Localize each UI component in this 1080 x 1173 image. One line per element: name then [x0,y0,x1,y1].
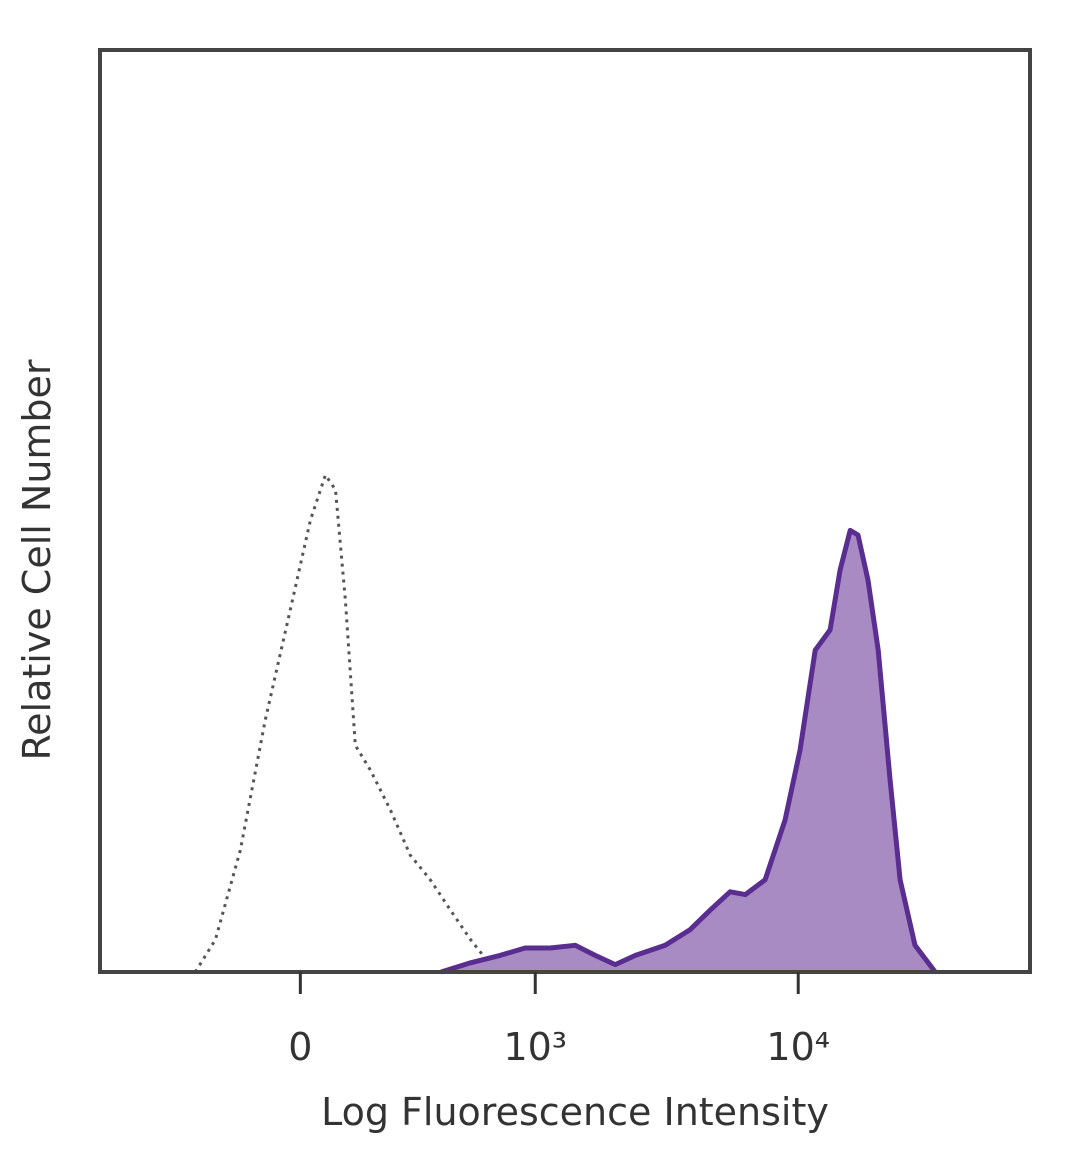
x-tick-label: 0 [288,1025,312,1069]
x-tick-label: 10³ [503,1025,567,1069]
x-tick-label: 10⁴ [766,1025,830,1069]
x-axis-label: Log Fluorescence Intensity [321,1090,829,1134]
histogram-curve [194,473,502,974]
plot-frame [98,48,1032,974]
y-axis-label: Relative Cell Number [15,359,59,760]
histogram-curve [440,527,938,975]
